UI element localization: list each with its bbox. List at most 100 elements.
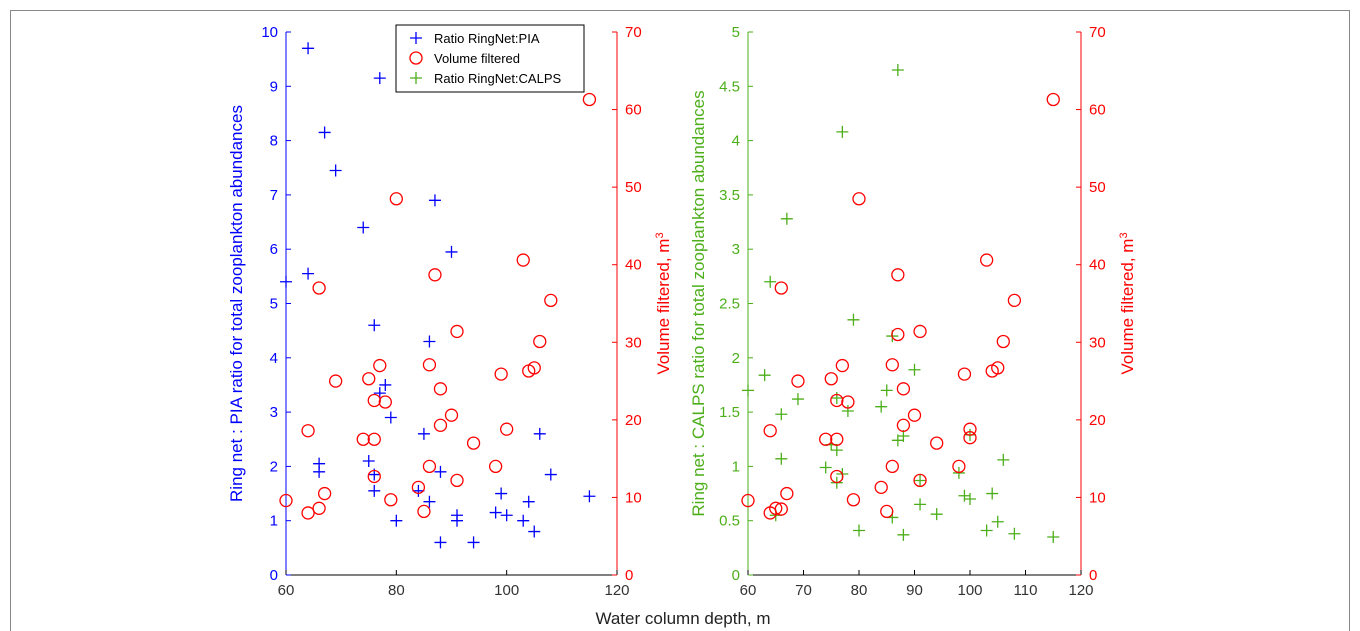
- data-point-circle: [279, 493, 293, 508]
- data-point-plus: [528, 525, 541, 538]
- right-y-tick-label: 0: [625, 567, 633, 584]
- right-y-axis-label: Volume filtered, m3: [1118, 232, 1137, 374]
- data-point-circle: [769, 501, 783, 515]
- data-point-circle: [367, 469, 381, 484]
- data-point-circle: [1046, 92, 1060, 107]
- data-point-plus: [742, 384, 754, 397]
- data-point-plus: [914, 474, 927, 487]
- data-point-plus: [384, 411, 397, 424]
- right-y-tick-label: 20: [625, 412, 642, 429]
- left-y-tick-label: 1.5: [719, 404, 740, 421]
- data-point-plus: [997, 453, 1010, 466]
- left-y-axis-label: Ring net : PIA ratio for total zooplankt…: [227, 105, 246, 502]
- data-point-plus: [775, 452, 788, 465]
- data-point-circle: [494, 367, 508, 381]
- data-point-circle: [852, 192, 866, 206]
- data-point-circle: [963, 422, 977, 436]
- data-point-circle: [824, 372, 838, 386]
- data-point-circle: [488, 459, 503, 474]
- data-point-plus: [897, 528, 910, 541]
- right-y-tick-label: 50: [625, 179, 642, 196]
- data-point-plus: [428, 194, 441, 207]
- data-point-circle: [896, 418, 911, 432]
- data-point-circle: [774, 502, 788, 516]
- data-point-plus: [467, 536, 480, 549]
- data-point-plus: [836, 125, 849, 138]
- data-point-circle: [433, 418, 448, 432]
- data-point-circle: [780, 486, 794, 501]
- data-point-plus: [544, 468, 557, 481]
- right-y-axis-label: Volume filtered, m3: [654, 232, 673, 374]
- data-point-plus: [313, 465, 326, 478]
- data-point-plus: [853, 524, 865, 537]
- legend-label: Ratio RingNet:CALPS: [434, 71, 561, 86]
- data-point-circle: [422, 459, 437, 474]
- left-y-tick-label: 0: [270, 567, 278, 584]
- legend-marker-plus: [410, 32, 422, 44]
- x-tick-label: 80: [851, 582, 868, 599]
- x-tick-label: 100: [957, 582, 982, 599]
- data-point-plus: [434, 536, 447, 549]
- data-point-circle: [428, 268, 442, 282]
- data-point-circle: [957, 367, 972, 381]
- data-point-circle: [891, 327, 905, 342]
- data-point-circle: [874, 480, 888, 494]
- data-point-plus: [775, 408, 788, 421]
- data-point-circle: [880, 504, 894, 519]
- data-point-plus: [368, 484, 381, 497]
- data-point-circle: [913, 324, 927, 339]
- data-point-plus: [897, 429, 910, 442]
- data-point-plus: [914, 498, 927, 511]
- data-point-circle: [1007, 293, 1022, 308]
- data-point-circle: [830, 393, 844, 408]
- data-point-circle: [373, 358, 387, 373]
- left-y-tick-label: 8: [270, 133, 278, 150]
- data-point-plus: [500, 509, 513, 522]
- left-y-tick-label: 4.5: [719, 78, 740, 95]
- data-point-plus: [908, 363, 921, 376]
- x-tick-label: 110: [1014, 582, 1038, 599]
- right-y-tick-label: 70: [625, 24, 642, 41]
- data-point-plus: [764, 275, 777, 288]
- left-y-tick-label: 5: [270, 296, 278, 313]
- right-y-tick-label: 50: [1089, 179, 1106, 196]
- data-point-plus: [495, 487, 508, 500]
- data-point-circle: [516, 253, 530, 267]
- data-point-circle: [312, 501, 326, 515]
- data-point-plus: [880, 384, 893, 397]
- right-y-tick-label: 70: [1089, 24, 1106, 41]
- data-point-plus: [412, 484, 425, 497]
- x-tick-label: 60: [278, 582, 295, 599]
- data-point-circle: [301, 506, 315, 520]
- series-ratio-ringnet-pia: [280, 42, 596, 549]
- legend-label: Ratio RingNet:PIA: [434, 31, 540, 46]
- data-point-circle: [830, 469, 844, 484]
- left-y-tick-label: 10: [261, 24, 278, 41]
- data-point-circle: [763, 424, 777, 438]
- data-point-circle: [317, 486, 332, 501]
- data-point-plus: [368, 319, 381, 332]
- left-y-tick-label: 3: [732, 241, 740, 258]
- data-point-plus: [980, 524, 993, 537]
- data-point-circle: [356, 432, 370, 446]
- data-point-plus: [1008, 527, 1021, 540]
- data-point-plus: [390, 514, 403, 527]
- data-point-circle: [841, 395, 855, 409]
- data-point-circle: [384, 493, 398, 507]
- data-point-circle: [885, 358, 899, 372]
- data-point-plus: [302, 267, 315, 280]
- x-tick-label: 90: [906, 582, 923, 599]
- right-y-tick-label: 30: [1089, 334, 1106, 351]
- left-y-tick-label: 0.5: [719, 513, 740, 530]
- data-point-circle: [885, 459, 899, 474]
- data-point-plus: [445, 245, 458, 258]
- data-point-circle: [301, 424, 315, 438]
- data-point-plus: [434, 465, 447, 478]
- data-point-plus: [318, 126, 331, 139]
- left-y-tick-label: 3.5: [719, 187, 740, 204]
- data-point-plus: [780, 212, 793, 225]
- data-point-plus: [517, 514, 530, 527]
- data-point-plus: [302, 42, 315, 55]
- data-point-circle: [312, 281, 326, 295]
- x-tick-label: 70: [795, 582, 812, 599]
